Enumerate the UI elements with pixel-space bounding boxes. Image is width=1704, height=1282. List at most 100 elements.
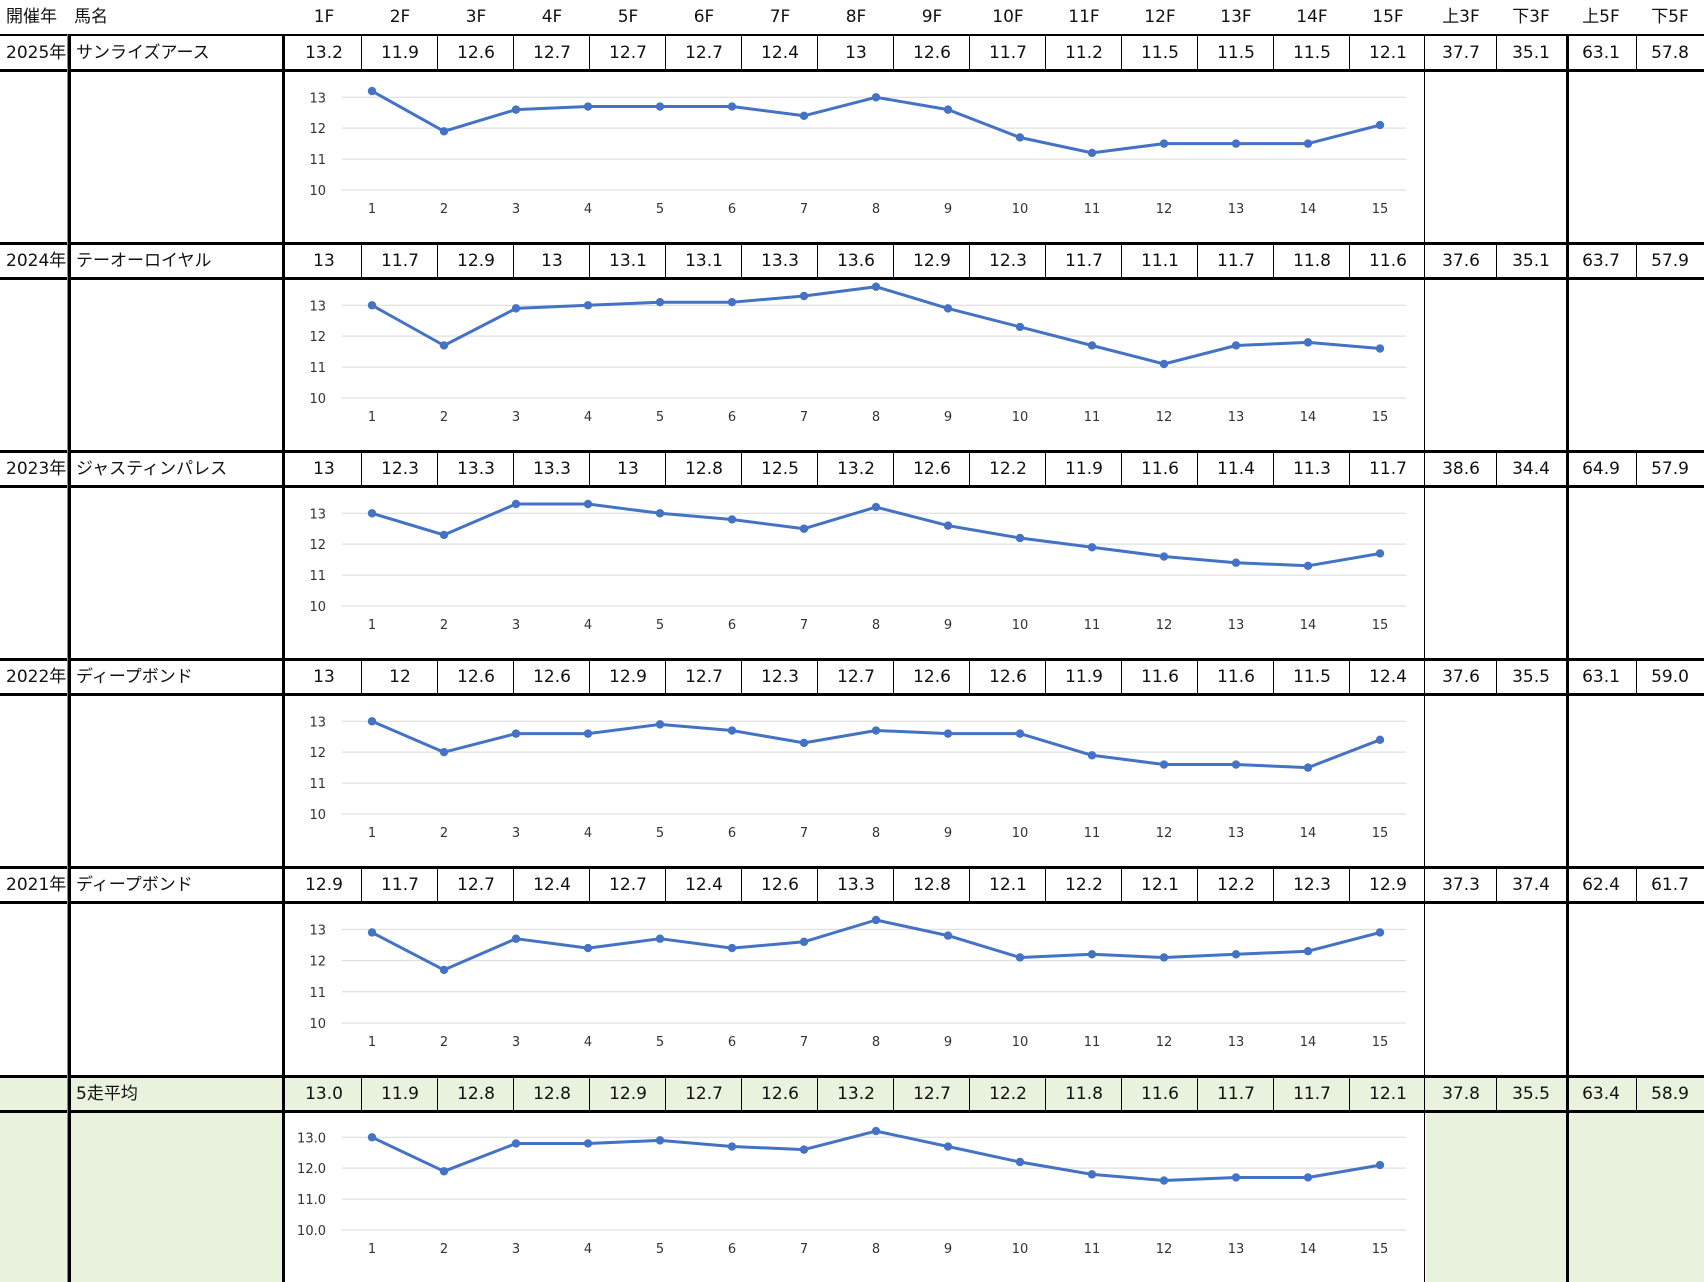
grid-rule [665, 660, 666, 694]
lap-time-cell: 12.6 [533, 667, 571, 687]
horse-name-column-header: 馬名 [74, 7, 108, 27]
data-point [1159, 1176, 1169, 1185]
grid-rule [1121, 1077, 1122, 1111]
grid-rule [361, 452, 362, 486]
x-tick-label: 15 [1372, 410, 1389, 425]
x-tick-label: 14 [1300, 1035, 1317, 1050]
grid-rule [437, 1077, 438, 1111]
lap-time-cell: 12.6 [913, 667, 951, 687]
data-point [655, 1136, 665, 1145]
lap-time-cell: 12.5 [761, 459, 799, 479]
furlong-header-11: 11F [1068, 7, 1100, 27]
grid-rule [893, 36, 894, 70]
data-point [871, 1126, 881, 1136]
summary-time-cell: 58.9 [1651, 1084, 1689, 1104]
grid-rule [437, 452, 438, 486]
grid-rule [0, 69, 1704, 72]
data-point [583, 301, 593, 310]
data-point [1015, 953, 1025, 962]
summary-time-cell: 38.6 [1442, 459, 1480, 479]
data-point [1375, 1160, 1385, 1170]
x-tick-label: 13 [1228, 1035, 1245, 1050]
x-tick-label: 13 [1228, 202, 1245, 217]
grid-rule [741, 660, 742, 694]
data-point [1375, 120, 1385, 130]
lap-time-cell: 11.6 [1141, 1084, 1179, 1104]
x-tick-label: 9 [944, 202, 952, 217]
lap-time-cell: 12.3 [761, 667, 799, 687]
horse-name: 5走平均 [76, 1084, 138, 1104]
lap-time-cell: 13.3 [457, 459, 495, 479]
grid-rule [1273, 452, 1274, 486]
summary-time-cell: 35.1 [1512, 251, 1550, 271]
data-point [1159, 359, 1169, 369]
lap-time-cell: 12.4 [761, 43, 799, 63]
lap-time-cell: 11.6 [1141, 667, 1179, 687]
data-point [1303, 947, 1313, 956]
x-tick-label: 2 [440, 1035, 448, 1050]
furlong-header-13: 13F [1220, 7, 1252, 27]
lap-time-cell: 12.7 [837, 667, 875, 687]
data-point [871, 726, 881, 735]
x-tick-label: 2 [440, 202, 448, 217]
grid-rule [437, 244, 438, 278]
year-column-header: 開催年 [6, 7, 57, 27]
series-line [371, 285, 1381, 366]
lap-time-cell: 12.6 [761, 1084, 799, 1104]
furlong-header-4: 4F [541, 7, 563, 27]
furlong-header-6: 6F [693, 7, 715, 27]
grid-rule [1045, 36, 1046, 70]
grid-rule [1636, 244, 1637, 278]
lap-time-cell: 12.2 [989, 1084, 1027, 1104]
data-point [583, 729, 593, 738]
summary-time-cell: 61.7 [1651, 875, 1689, 895]
summary-time-cell: 37.3 [1442, 875, 1480, 895]
grid-rule [665, 868, 666, 902]
lap-time-cell: 11.7 [381, 251, 419, 271]
grid-rule [1197, 244, 1198, 278]
x-tick-label: 5 [656, 1242, 664, 1257]
data-point [1087, 950, 1097, 959]
x-tick-label: 15 [1372, 618, 1389, 633]
y-tick-label: 11 [309, 153, 326, 168]
x-tick-label: 1 [368, 410, 376, 425]
grid-rule [741, 868, 742, 902]
data-point [1231, 950, 1241, 959]
x-tick-label: 11 [1084, 1242, 1101, 1257]
lap-time-cell: 13 [541, 251, 563, 271]
data-point [439, 1167, 449, 1176]
data-point [1159, 953, 1169, 962]
x-tick-label: 12 [1156, 410, 1173, 425]
lap-time-cell: 11.4 [1217, 459, 1255, 479]
horse-name: ディープボンド [76, 667, 193, 687]
x-tick-label: 10 [1012, 1242, 1029, 1257]
grid-rule [0, 866, 1704, 869]
lap-time-cell: 11.5 [1141, 43, 1179, 63]
x-tick-label: 3 [512, 1242, 520, 1257]
lap-time-cell: 12 [389, 667, 411, 687]
data-point [1303, 763, 1313, 772]
horse-name: ジャスティンパレス [76, 459, 228, 479]
grid-rule [1273, 1077, 1274, 1111]
x-tick-label: 15 [1372, 1242, 1389, 1257]
grid-rule [0, 485, 1704, 488]
data-point [1231, 139, 1241, 148]
grid-rule [1121, 452, 1122, 486]
furlong-header-10: 10F [992, 7, 1024, 27]
race-year [0, 1077, 68, 1111]
data-point [1159, 760, 1169, 769]
x-tick-label: 9 [944, 1242, 952, 1257]
lap-time-cell: 12.9 [305, 875, 343, 895]
data-point [1087, 543, 1097, 552]
lap-time-cell: 11.7 [1065, 251, 1103, 271]
lap-time-cell: 12.9 [1369, 875, 1407, 895]
grid-rule [68, 34, 71, 1282]
data-point [1015, 533, 1025, 543]
lap-time-cell: 12.3 [381, 459, 419, 479]
grid-rule [361, 868, 362, 902]
grid-rule [0, 693, 1704, 696]
grid-rule [893, 452, 894, 486]
grid-rule [513, 1077, 514, 1111]
furlong-header-14: 14F [1296, 7, 1328, 27]
